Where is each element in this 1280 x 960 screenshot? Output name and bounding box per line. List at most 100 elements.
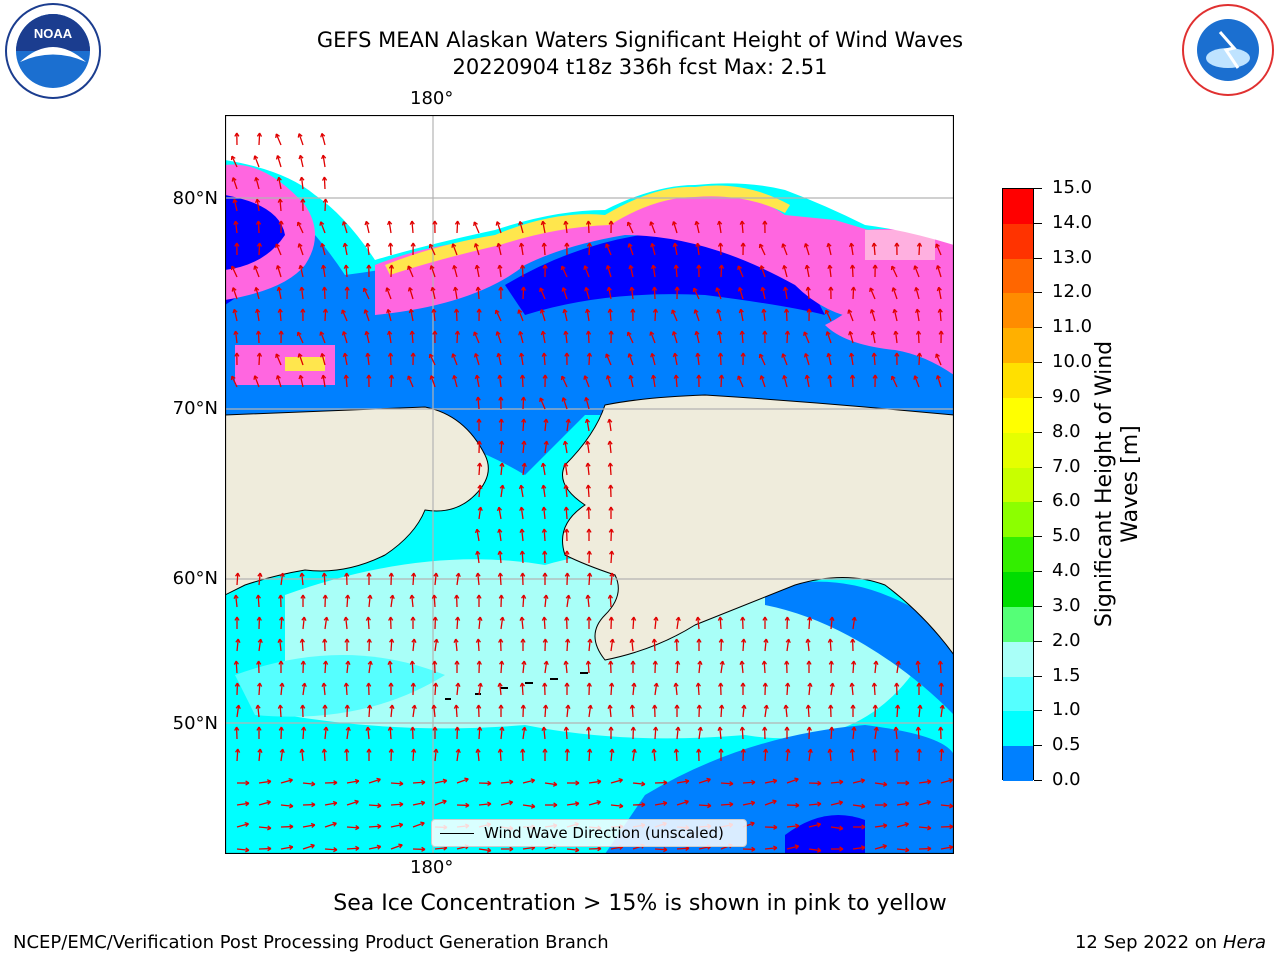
- wave-direction-arrow: [434, 572, 437, 586]
- wave-direction-arrow: [742, 781, 756, 784]
- wave-direction-arrow: [939, 308, 942, 322]
- wave-direction-arrowhead: [829, 616, 835, 621]
- wave-direction-arrowhead: [649, 221, 655, 226]
- wave-direction-arrowhead: [806, 726, 812, 731]
- wave-direction-arrowhead: [564, 616, 570, 621]
- wave-direction-arrow: [808, 682, 811, 696]
- wave-direction-arrow: [257, 220, 260, 234]
- wave-direction-arrow: [803, 331, 810, 344]
- wave-direction-arrow: [476, 551, 480, 564]
- wave-direction-arrowhead: [872, 704, 878, 709]
- colorbar-segment: [1003, 537, 1033, 573]
- wave-direction-arrowhead: [342, 242, 348, 248]
- wave-direction-arrowhead: [696, 374, 702, 379]
- wave-direction-arrow: [346, 826, 360, 829]
- wave-direction-arrow: [429, 243, 436, 256]
- arctic-no-data: [225, 115, 954, 260]
- wave-direction-arrowhead: [927, 846, 932, 852]
- wave-direction-arrowhead: [520, 748, 526, 753]
- wave-direction-arrow: [412, 572, 415, 586]
- wave-direction-arrowhead: [341, 331, 347, 336]
- wave-direction-arrow: [300, 177, 304, 190]
- wave-direction-arrowhead: [235, 704, 241, 710]
- wave-direction-arrow: [562, 287, 568, 300]
- wave-direction-arrow: [873, 242, 876, 256]
- wave-direction-arrowhead: [473, 331, 478, 337]
- wave-direction-arrow: [609, 594, 612, 608]
- wave-direction-arrow: [609, 462, 612, 476]
- wave-direction-arrowhead: [496, 242, 502, 248]
- wave-direction-arrow: [411, 220, 414, 234]
- wave-direction-arrowhead: [409, 220, 415, 225]
- wave-direction-arrow: [368, 594, 371, 608]
- footer-host: Hera: [1222, 932, 1266, 953]
- wave-direction-arrowhead: [451, 243, 457, 248]
- wave-direction-arrow: [852, 660, 855, 674]
- wave-direction-arrowhead: [477, 462, 483, 467]
- wave-direction-arrowhead: [850, 286, 857, 291]
- colorbar-tick-label: 5.0: [1052, 525, 1081, 547]
- wave-direction-arrowhead: [341, 309, 346, 315]
- map-legend: Wind Wave Direction (unscaled): [431, 819, 747, 847]
- wave-direction-arrowhead: [477, 616, 483, 621]
- wave-direction-arrowhead: [805, 638, 811, 643]
- wave-direction-arrow: [786, 845, 799, 850]
- wave-direction-arrow: [478, 484, 481, 498]
- wave-direction-arrowhead: [343, 374, 349, 379]
- wave-direction-arrow: [473, 331, 480, 344]
- wave-direction-arrowhead: [275, 375, 281, 380]
- wave-direction-arrowhead: [915, 308, 921, 314]
- wave-direction-arrowhead: [231, 287, 237, 292]
- wave-direction-arrowhead: [914, 286, 920, 292]
- wave-direction-arrow: [808, 616, 811, 630]
- wave-direction-arrowhead: [949, 803, 954, 809]
- wave-direction-arrow: [298, 353, 304, 366]
- wave-direction-arrowhead: [562, 308, 568, 314]
- wave-direction-arrowhead: [311, 781, 316, 787]
- wave-direction-arrow: [365, 331, 370, 344]
- wave-direction-arrowhead: [520, 286, 527, 291]
- wave-direction-arrow: [302, 782, 316, 785]
- wave-direction-arrow: [543, 528, 546, 542]
- wave-direction-arrowhead: [541, 528, 547, 533]
- wave-direction-arrow: [786, 330, 789, 344]
- wave-direction-arrow: [456, 220, 459, 234]
- wave-direction-arrowhead: [541, 726, 547, 731]
- wave-direction-arrowhead: [497, 682, 503, 687]
- wave-direction-arrowhead: [873, 726, 879, 732]
- wave-direction-arrowhead: [431, 308, 437, 314]
- wave-direction-arrowhead: [301, 616, 307, 621]
- wave-direction-arrow: [940, 846, 953, 850]
- wave-direction-arrowhead: [849, 748, 855, 753]
- wave-direction-arrow: [542, 331, 546, 344]
- wave-direction-arrowhead: [718, 374, 725, 379]
- wave-direction-arrow: [786, 748, 789, 762]
- wave-direction-arrow: [323, 748, 326, 762]
- wave-direction-arrowhead: [905, 847, 910, 853]
- wave-direction-arrowhead: [803, 243, 809, 248]
- wave-direction-arrow: [761, 287, 766, 300]
- wave-direction-arrow: [740, 309, 744, 322]
- wave-direction-arrow: [873, 682, 876, 696]
- wave-direction-arrowhead: [234, 242, 240, 247]
- wave-direction-arrowhead: [256, 616, 262, 621]
- wave-direction-arrowhead: [824, 309, 830, 315]
- wave-direction-arrowhead: [254, 176, 260, 182]
- wave-direction-arrowhead: [828, 704, 834, 709]
- wave-direction-arrow: [234, 221, 238, 234]
- wave-direction-arrow: [522, 440, 525, 454]
- wave-direction-arrow: [518, 309, 524, 322]
- wave-direction-arrowhead: [672, 352, 678, 358]
- wave-direction-arrow: [522, 286, 525, 300]
- wave-direction-arrowhead: [860, 845, 866, 851]
- wave-direction-arrow: [280, 779, 293, 784]
- wave-direction-arrowhead: [784, 330, 791, 335]
- wave-direction-arrowhead: [826, 242, 832, 248]
- wave-direction-arrowhead: [807, 616, 813, 621]
- wave-direction-arrow: [429, 353, 436, 366]
- wave-direction-arrowhead: [433, 572, 439, 577]
- wave-direction-arrow: [566, 848, 580, 851]
- wave-direction-arrow: [344, 243, 348, 256]
- wave-direction-arrowhead: [607, 704, 613, 709]
- wave-direction-arrow: [717, 309, 722, 322]
